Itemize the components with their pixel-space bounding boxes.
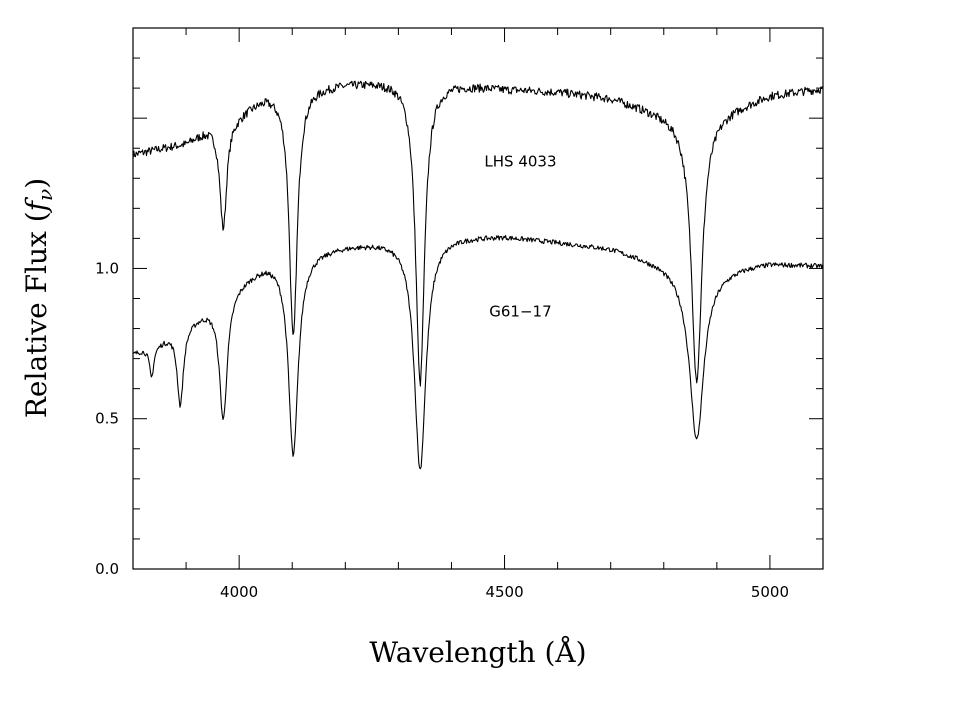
y-tick-label: 0.0 <box>95 560 119 578</box>
x-tick-label: 4000 <box>220 583 258 601</box>
y-axis-title-subscript: ν <box>33 189 57 201</box>
series-label: LHS 4033 <box>484 152 556 170</box>
spectra-group <box>132 80 824 470</box>
y-axis-title-close: ) <box>20 178 53 189</box>
x-axis-title: Wavelength (Å) <box>369 636 586 669</box>
spectrum-line-g61-17 <box>132 235 824 470</box>
axis-tick-labels: 4000 4500 5000 0.0 0.5 1.0 <box>95 259 789 601</box>
y-axis-title-main: Relative Flux ( <box>20 211 53 418</box>
x-tick-label: 5000 <box>751 583 789 601</box>
series-label: G61−17 <box>489 303 551 321</box>
axis-ticks <box>132 27 824 570</box>
y-axis-title: Relative Flux (fν) <box>20 178 57 418</box>
series-labels: LHS 4033 G61−17 <box>484 152 556 320</box>
y-tick-label: 0.5 <box>95 410 119 428</box>
spectrum-line-lhs-4033 <box>132 80 824 387</box>
x-tick-label: 4500 <box>485 583 523 601</box>
y-tick-label: 1.0 <box>95 259 119 277</box>
